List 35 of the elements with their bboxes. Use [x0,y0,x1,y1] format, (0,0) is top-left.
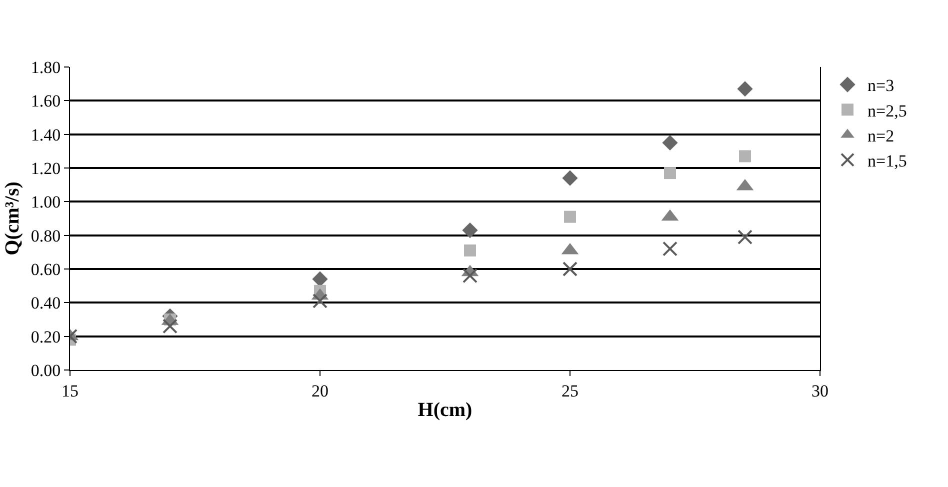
point [464,244,476,256]
point [562,262,578,276]
legend-label: n=1,5 [868,151,907,170]
y-tick-label: 0.80 [30,226,61,246]
point [312,271,328,287]
legend-label: n=2,5 [868,101,907,120]
point [737,81,753,97]
y-tick-label: 1.40 [30,125,61,144]
y-tick-label: 1.20 [30,158,61,178]
point [562,170,578,186]
point [462,222,478,238]
y-axis-title: Q(cm³/s) [1,182,24,256]
point [664,167,676,180]
point [662,241,678,256]
x-tick-label: 25 [562,381,578,400]
point [739,150,751,162]
y-tick-label: 0.20 [30,327,61,346]
y-tick-label: 0.00 [30,360,61,380]
point [662,134,678,151]
y-tick-label: 1.60 [30,92,61,111]
legend-label: n=3 [868,76,894,96]
y-tick-label: 1.00 [30,192,61,212]
x-tick-label: 20 [312,381,328,400]
x-tick-label: 15 [62,381,78,400]
point [312,293,328,308]
y-tick-label: 0.60 [30,260,61,279]
x-tick-label: 30 [812,381,828,400]
y-tick-label: 1.80 [30,58,61,77]
legend-label: n=2 [868,126,894,146]
point [462,268,478,284]
point [162,318,178,334]
x-axis-title: H(cm) [418,398,472,421]
y-tick-label: 0.40 [30,294,61,313]
point [738,230,752,245]
point [564,210,576,223]
